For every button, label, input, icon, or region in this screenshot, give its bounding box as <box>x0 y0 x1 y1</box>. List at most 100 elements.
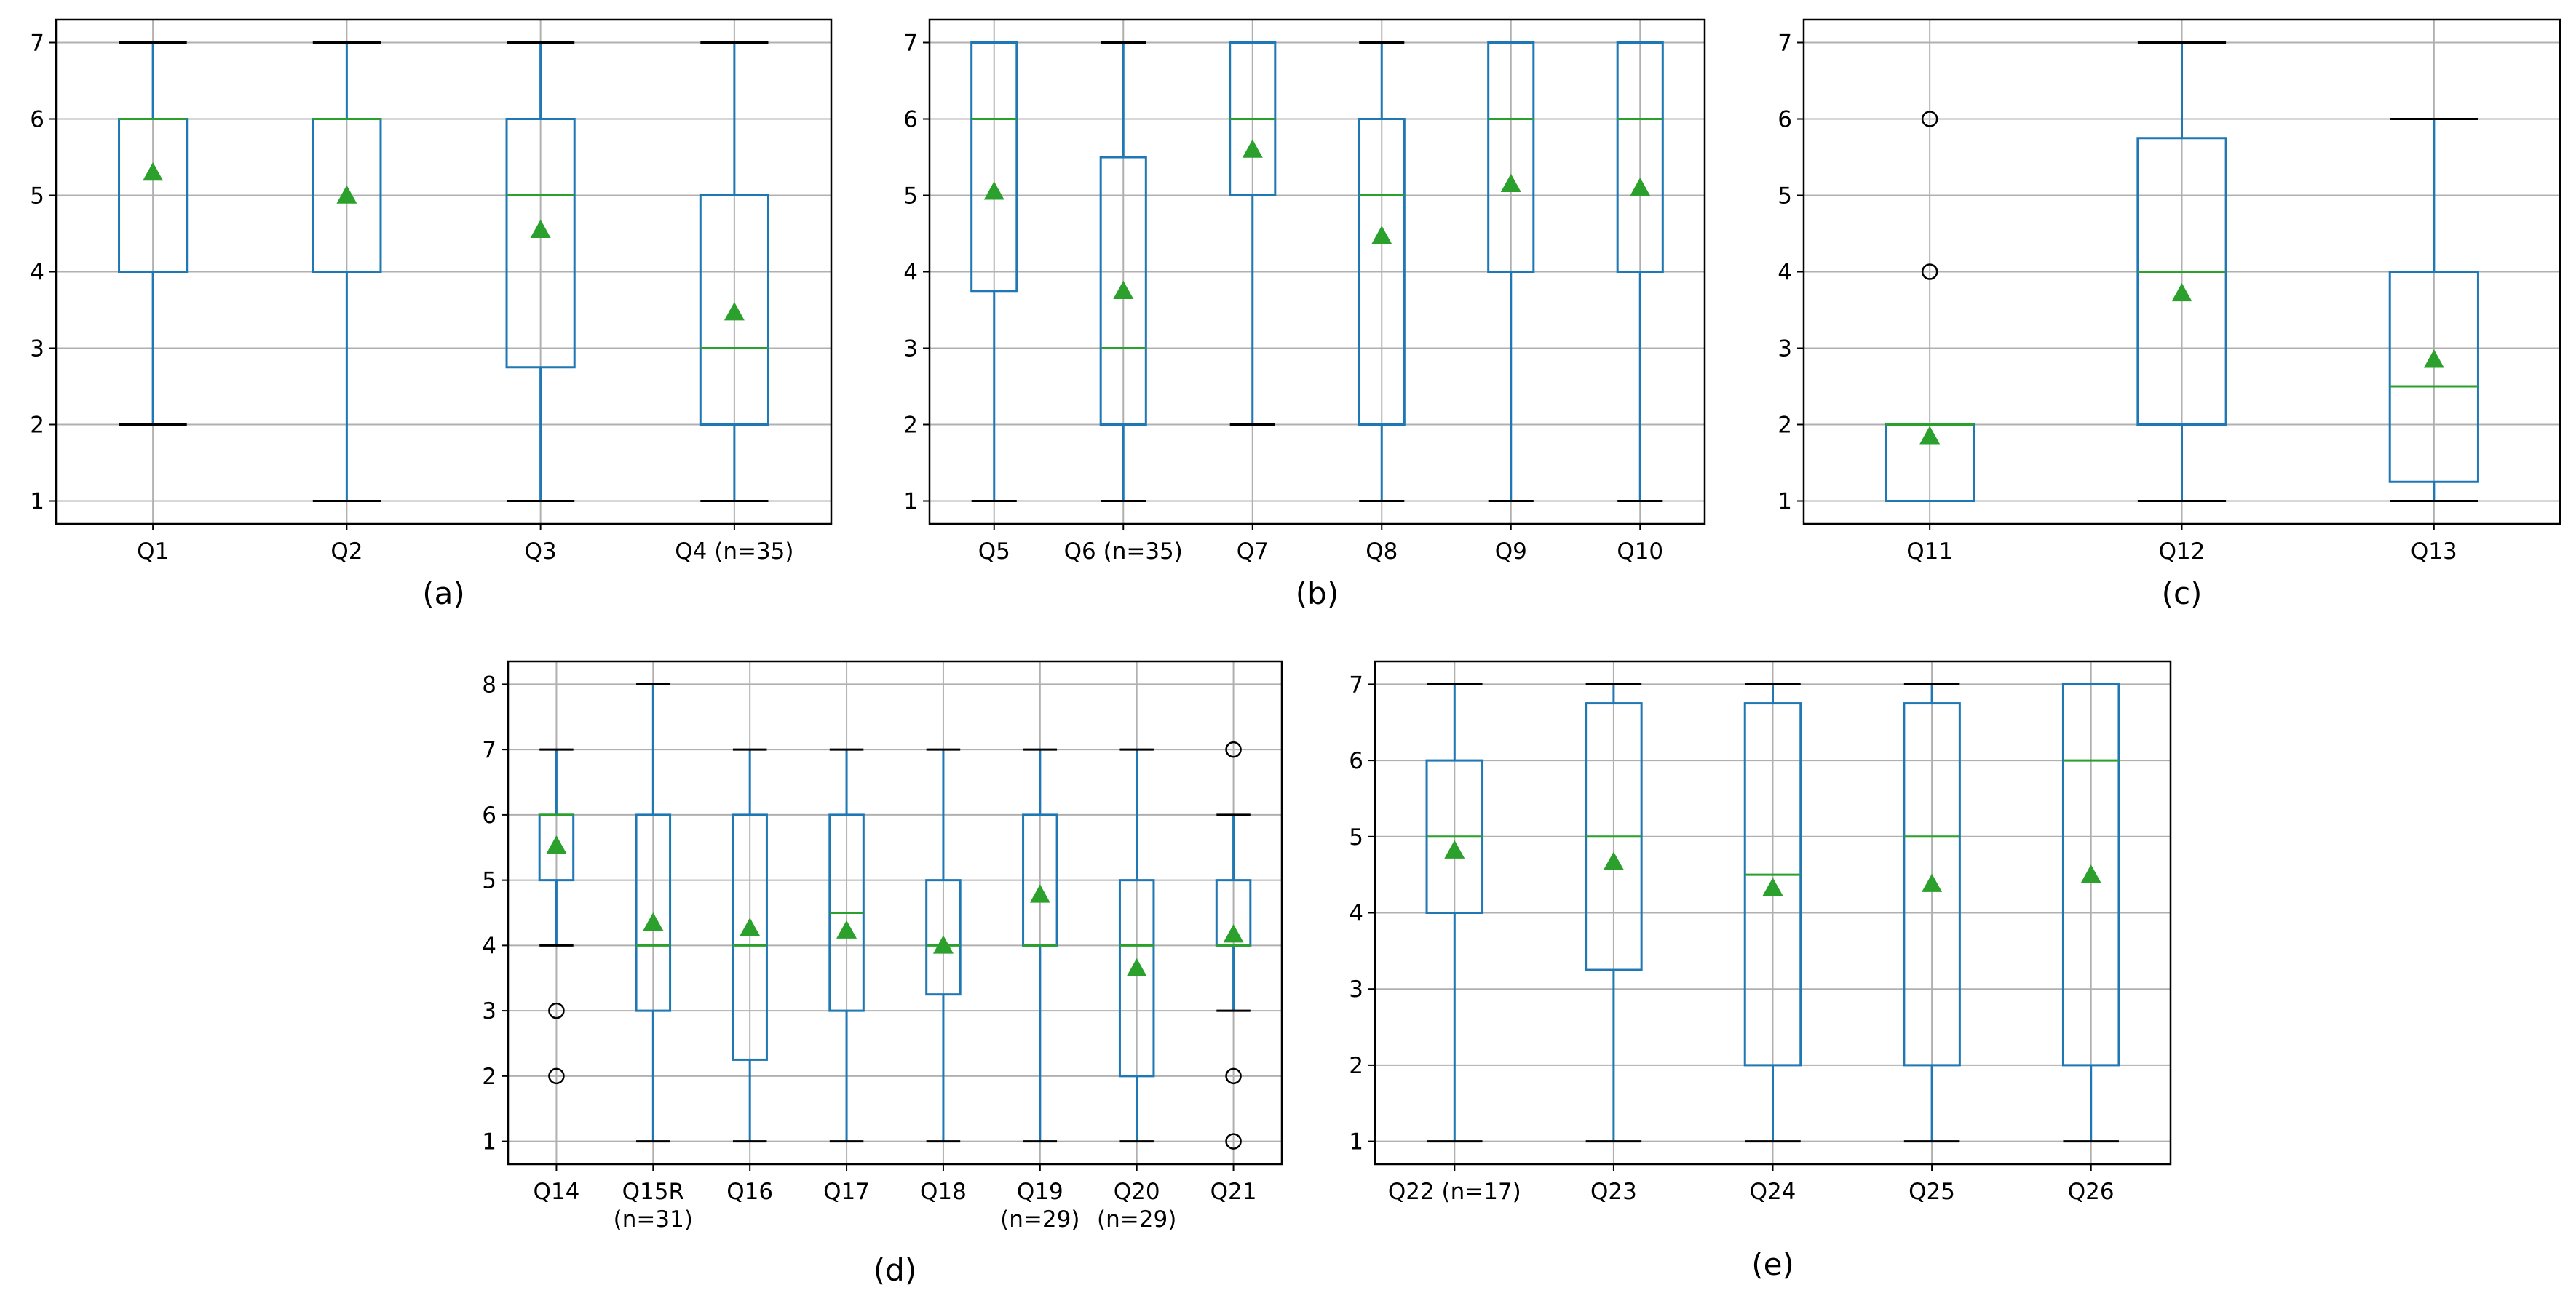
y-tick-label: 7 <box>1778 31 1792 57</box>
x-tick-label: Q26 <box>2068 1179 2115 1205</box>
mean-marker <box>143 162 164 181</box>
box-q1 <box>118 41 189 426</box>
panel-b: 1 2 3 4 5 6 7 Q5 Q6 (n=35) Q7 Q8 Q9 Q10 (b) <box>903 18 1706 611</box>
y-tick-label: 7 <box>903 31 918 57</box>
mean-marker <box>740 918 761 936</box>
box-q8 <box>1358 41 1406 502</box>
x-tick-label: (n=29) <box>1097 1206 1176 1233</box>
x-tick-label: Q12 <box>2159 538 2206 565</box>
x-tick-label: Q19 <box>1017 1179 1063 1205</box>
y-tick-label: 4 <box>903 260 918 286</box>
box-q5 <box>970 41 1018 502</box>
mean-marker <box>1922 873 1943 892</box>
iqr-box <box>1487 41 1535 273</box>
iqr-box <box>635 813 672 1012</box>
y-tick-label: 5 <box>1778 183 1792 210</box>
box-q24 <box>1743 683 1802 1143</box>
mean-marker <box>643 912 664 931</box>
box-q10 <box>1616 41 1664 502</box>
y-tick-label: 3 <box>903 336 918 362</box>
y-tick-label: 7 <box>482 737 496 763</box>
x-tick-label: Q2 <box>330 538 362 565</box>
mean-marker <box>1029 884 1050 903</box>
iqr-box <box>2061 683 2120 1067</box>
y-tick-label: 3 <box>482 998 496 1024</box>
box-q16 <box>732 748 768 1143</box>
box-q18 <box>925 748 962 1143</box>
panel-e: 1 2 3 4 5 6 7 Q22 (n=17) Q23 Q24 Q25 Q26 (e) <box>1349 660 2172 1282</box>
x-tick-label: Q14 <box>534 1179 580 1205</box>
iqr-box <box>2388 271 2479 483</box>
box-q9 <box>1487 41 1535 502</box>
y-tick-label: 6 <box>30 107 44 133</box>
x-tick-label: Q24 <box>1750 1179 1796 1205</box>
panel-caption: (a) <box>422 576 465 611</box>
x-tick-label: Q25 <box>1909 1179 1955 1205</box>
box-q7 <box>1229 41 1277 426</box>
iqr-box <box>925 879 962 996</box>
iqr-box <box>1616 41 1664 273</box>
y-tick-label: 2 <box>482 1064 496 1090</box>
x-tick-label: Q15R <box>622 1179 684 1205</box>
outlier-point <box>1225 1133 1242 1150</box>
mean-marker <box>724 302 745 321</box>
axes-frame <box>928 18 1706 525</box>
y-tick-label: 1 <box>1778 489 1792 515</box>
box-q25 <box>1903 683 1961 1143</box>
y-tick-label: 5 <box>903 183 918 210</box>
iqr-box <box>1743 702 1802 1067</box>
iqr-box <box>505 118 576 369</box>
panel-c: 1 2 3 4 5 6 7 Q11 Q12 Q13 (c) <box>1778 18 2561 611</box>
y-tick-label: 1 <box>30 489 44 515</box>
iqr-box <box>1099 156 1147 426</box>
box-q20 <box>1118 748 1155 1143</box>
axes-frame <box>1802 18 2561 525</box>
y-tick-label: 2 <box>903 413 918 439</box>
mean-marker <box>2080 864 2101 883</box>
y-tick-label: 7 <box>30 31 44 57</box>
y-tick-label: 6 <box>1778 107 1792 133</box>
box-q22 <box>1425 683 1484 1143</box>
y-tick-label: 4 <box>1778 260 1792 286</box>
mean-marker <box>983 181 1004 200</box>
y-tick-label: 8 <box>482 672 496 698</box>
y-tick-label: 6 <box>903 107 918 133</box>
y-tick-label: 6 <box>482 803 496 829</box>
y-tick-label: 7 <box>1349 672 1363 698</box>
x-tick-label: Q18 <box>920 1179 967 1205</box>
x-tick-label: Q23 <box>1590 1179 1637 1205</box>
x-tick-label: Q5 <box>978 538 1010 565</box>
x-tick-label: (n=31) <box>614 1206 693 1233</box>
mean-marker <box>2171 282 2192 302</box>
panel-caption: (e) <box>1751 1246 1794 1282</box>
x-tick-label: Q8 <box>1366 538 1398 565</box>
box-q6 <box>1099 41 1147 502</box>
y-tick-label: 1 <box>482 1129 496 1155</box>
mean-marker <box>1126 958 1147 976</box>
mean-marker <box>530 219 551 238</box>
iqr-box <box>2136 137 2227 426</box>
y-tick-label: 2 <box>1778 413 1792 439</box>
box-q17 <box>828 748 865 1143</box>
axes-frame <box>55 18 833 525</box>
x-tick-label: Q7 <box>1237 538 1269 565</box>
mean-marker <box>1762 877 1783 896</box>
outlier-point <box>1225 1067 1242 1085</box>
mean-marker <box>836 920 857 939</box>
x-tick-label: Q16 <box>726 1179 773 1205</box>
outlier-point <box>1921 263 1938 280</box>
mean-marker <box>1630 178 1651 196</box>
x-tick-label: Q9 <box>1495 538 1527 565</box>
y-tick-label: 6 <box>1349 748 1363 774</box>
y-tick-label: 2 <box>1349 1053 1363 1079</box>
x-tick-label: Q6 (n=35) <box>1064 538 1183 565</box>
y-tick-label: 1 <box>903 489 918 515</box>
y-tick-label: 5 <box>482 868 496 894</box>
x-tick-label: (n=29) <box>1000 1206 1079 1233</box>
y-tick-label: 1 <box>1349 1129 1363 1155</box>
mean-marker <box>1113 280 1134 299</box>
y-tick-label: 3 <box>1778 336 1792 362</box>
axes-frame <box>507 660 1283 1166</box>
x-tick-label: Q4 (n=35) <box>675 538 793 565</box>
box-q26 <box>2061 683 2120 1143</box>
